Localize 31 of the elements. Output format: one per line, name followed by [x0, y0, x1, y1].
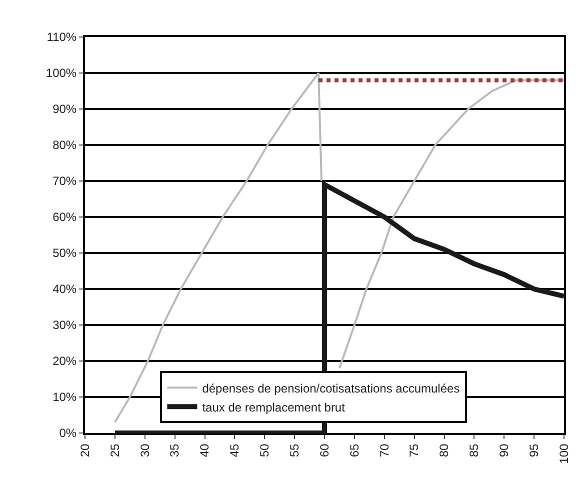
x-tick-label: 85 [467, 443, 482, 458]
y-tick-label: 50% [52, 246, 77, 260]
x-tick-label: 100 [556, 443, 571, 464]
x-tick-label: 95 [526, 443, 541, 458]
legend-label: taux de remplacement brut [202, 400, 346, 414]
y-tick-label: 0% [59, 426, 77, 440]
x-tick-label: 45 [228, 443, 242, 458]
y-tick-label: 60% [52, 210, 77, 224]
x-tick-label: 35 [168, 443, 182, 458]
x-tick-label: 65 [347, 443, 362, 458]
x-tick-label: 40 [198, 443, 212, 458]
y-tick-label: 100% [46, 66, 77, 80]
x-tick-label: 80 [437, 443, 452, 458]
x-tick-label: 25 [108, 443, 122, 458]
x-tick-label: 60 [317, 443, 332, 458]
y-tick-label: 30% [52, 318, 77, 332]
x-tick-label: 55 [287, 443, 302, 458]
x-tick-label: 70 [377, 443, 392, 458]
x-tick-label: 90 [497, 443, 512, 458]
y-tick-label: 80% [52, 138, 77, 152]
y-tick-label: 20% [52, 354, 77, 368]
x-tick-label: 50 [258, 443, 272, 458]
y-tick-label: 10% [52, 390, 77, 404]
y-tick-label: 70% [52, 174, 77, 188]
x-tick-label: 75 [407, 443, 422, 458]
x-tick-label: 30 [138, 443, 152, 458]
y-tick-label: 90% [52, 102, 77, 116]
y-tick-label: 40% [52, 282, 77, 296]
x-tick-label: 20 [78, 443, 92, 458]
legend-label: dépenses de pension/cotisatsations accumulées [202, 381, 460, 396]
y-tick-label: 110% [46, 30, 77, 44]
